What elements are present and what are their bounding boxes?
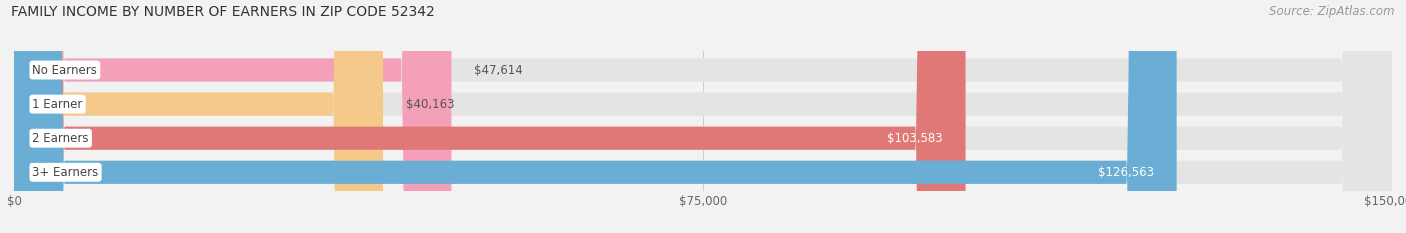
Text: $40,163: $40,163 [406, 98, 454, 111]
Text: 1 Earner: 1 Earner [32, 98, 83, 111]
FancyBboxPatch shape [14, 0, 382, 233]
Text: No Earners: No Earners [32, 64, 97, 76]
Text: $47,614: $47,614 [474, 64, 523, 76]
FancyBboxPatch shape [14, 0, 451, 233]
FancyBboxPatch shape [14, 0, 966, 233]
Text: $103,583: $103,583 [887, 132, 942, 145]
FancyBboxPatch shape [14, 0, 1392, 233]
FancyBboxPatch shape [14, 0, 1392, 233]
FancyBboxPatch shape [14, 0, 1177, 233]
Text: $126,563: $126,563 [1098, 166, 1154, 179]
FancyBboxPatch shape [14, 0, 1392, 233]
FancyBboxPatch shape [14, 0, 1392, 233]
Text: FAMILY INCOME BY NUMBER OF EARNERS IN ZIP CODE 52342: FAMILY INCOME BY NUMBER OF EARNERS IN ZI… [11, 5, 434, 19]
Text: 2 Earners: 2 Earners [32, 132, 89, 145]
Text: Source: ZipAtlas.com: Source: ZipAtlas.com [1270, 5, 1395, 18]
Text: 3+ Earners: 3+ Earners [32, 166, 98, 179]
